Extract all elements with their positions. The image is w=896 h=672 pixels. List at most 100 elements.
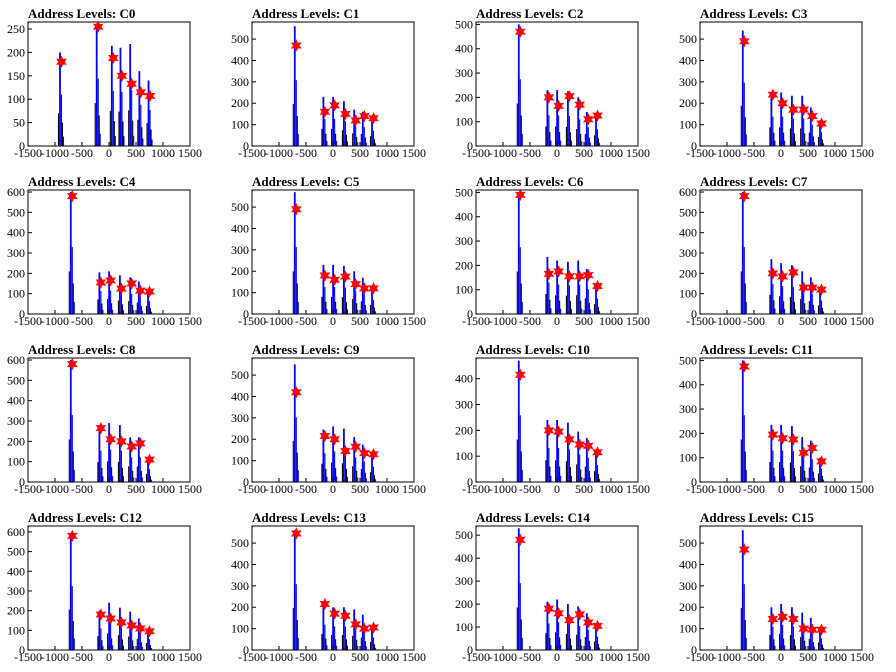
x-tick-label: -1000 <box>713 314 741 328</box>
peak-marker <box>126 619 138 632</box>
y-tick-label: 600 <box>7 185 25 199</box>
y-tick-label: 0 <box>243 307 249 321</box>
peak-marker <box>514 188 526 202</box>
x-tick-label: -500 <box>743 314 765 328</box>
x-tick-label: -500 <box>71 314 93 328</box>
x-tick-label: 500 <box>127 314 145 328</box>
peak-marker <box>816 283 827 296</box>
x-tick-label: -500 <box>295 146 317 160</box>
x-tick-label: -1500 <box>238 314 266 328</box>
x-tick-label: -1500 <box>462 314 490 328</box>
y-tick-label: 100 <box>231 454 249 468</box>
x-tick-label: 1500 <box>178 146 202 160</box>
y-tick-label: 0 <box>691 139 697 153</box>
chart-title: Address Levels: C4 <box>28 174 136 189</box>
peak-marker <box>134 622 146 635</box>
histogram-bars <box>516 192 601 314</box>
y-tick-label: 100 <box>455 283 473 297</box>
x-tick-label: 1500 <box>626 482 650 496</box>
peak-markers <box>290 385 379 461</box>
x-tick-label: -1000 <box>41 314 69 328</box>
peak-marker <box>368 111 379 125</box>
peak-marker <box>350 277 362 291</box>
x-tick-label: -1000 <box>265 314 293 328</box>
chart-title: Address Levels: C3 <box>700 6 808 21</box>
peak-marker <box>582 113 594 126</box>
chart-panel: Address Levels: C9 0 100 200 300 400 500 -1500-… <box>224 336 448 504</box>
peak-marker <box>574 98 586 111</box>
y-tick-label: 200 <box>455 597 473 611</box>
peak-marker <box>340 270 351 283</box>
x-tick-label: -500 <box>71 650 93 664</box>
peak-marker <box>95 608 107 621</box>
y-tick-label: 100 <box>7 455 25 469</box>
chart-title: Address Levels: C2 <box>476 6 584 21</box>
y-tick-label: 0 <box>19 307 25 321</box>
y-tick-label: 400 <box>679 53 697 67</box>
peak-marker <box>368 282 379 295</box>
peak-marker <box>738 35 750 48</box>
x-tick-label: -500 <box>743 146 765 160</box>
x-tick-label: 1500 <box>178 314 202 328</box>
peak-marker <box>66 189 78 203</box>
y-tick-label: 200 <box>231 432 249 446</box>
peak-marker <box>543 91 555 104</box>
y-tick-label: 200 <box>455 423 473 437</box>
y-tick-label: 100 <box>455 620 473 634</box>
x-tick-label: -1500 <box>14 146 42 160</box>
peak-marker <box>134 284 146 297</box>
y-tick-label: 100 <box>679 118 697 132</box>
x-tick-label: -1000 <box>41 482 69 496</box>
y-tick-label: 100 <box>679 622 697 636</box>
y-tick-label: 400 <box>679 226 697 240</box>
y-tick-label: 300 <box>231 243 249 257</box>
x-tick-label: 1000 <box>599 482 623 496</box>
x-tick-label: 0 <box>330 146 336 160</box>
x-tick-label: 0 <box>330 482 336 496</box>
peak-markers <box>66 357 155 466</box>
peak-marker <box>126 440 138 453</box>
x-tick-label: 500 <box>351 314 369 328</box>
peak-markers <box>514 25 603 126</box>
x-tick-label: 1500 <box>850 650 874 664</box>
chart-svg: 0 100 200 300 400 500 -1500 -1000 -500 0 500 1000 15… <box>231 21 426 160</box>
peak-markers <box>514 533 603 633</box>
peak-marker <box>816 455 827 468</box>
y-tick-label: 250 <box>7 22 25 36</box>
y-tick-label: 0 <box>691 475 697 489</box>
peak-marker <box>56 55 67 68</box>
y-tick-label: 300 <box>455 66 473 80</box>
peak-marker <box>116 616 127 629</box>
x-tick-label: -500 <box>295 650 317 664</box>
x-tick-label: 500 <box>351 650 369 664</box>
x-tick-label: -500 <box>743 650 765 664</box>
y-tick-label: 200 <box>679 426 697 440</box>
peak-marker <box>582 616 594 629</box>
chart-panel: Address Levels: C7 0 100 200 300 400 500 600 -15… <box>672 168 896 336</box>
peak-marker <box>144 453 155 466</box>
chart-panel: Address Levels: C1 0 100 200 300 400 500 -1500-… <box>224 0 448 168</box>
x-tick-label: -500 <box>295 314 317 328</box>
x-tick-label: -500 <box>519 314 541 328</box>
chart-title: Address Levels: C6 <box>476 174 584 189</box>
histogram-bars <box>516 24 601 146</box>
peak-marker <box>95 276 107 289</box>
x-tick-label: 1000 <box>823 146 847 160</box>
chart-panel: Address Levels: C6 0 100 200 300 400 500 -1500-… <box>448 168 672 336</box>
y-tick-label: 200 <box>231 96 249 110</box>
y-tick-label: 400 <box>231 557 249 571</box>
y-tick-label: 300 <box>7 414 25 428</box>
y-tick-label: 400 <box>7 226 25 240</box>
x-tick-label: 500 <box>799 146 817 160</box>
y-tick-label: 200 <box>679 600 697 614</box>
y-tick-label: 150 <box>7 69 25 83</box>
peak-marker <box>564 613 575 627</box>
y-tick-label: 500 <box>455 17 473 31</box>
chart-panel: Address Levels: C4 0 100 200 300 400 500 600 -15… <box>0 168 224 336</box>
peak-marker <box>116 435 127 448</box>
x-tick-label: 500 <box>127 482 145 496</box>
histogram-bars <box>292 530 377 650</box>
chart-panel: Address Levels: C5 0 100 200 300 400 500 -1500-… <box>224 168 448 336</box>
x-tick-label: 1000 <box>375 482 399 496</box>
y-tick-label: 200 <box>231 600 249 614</box>
